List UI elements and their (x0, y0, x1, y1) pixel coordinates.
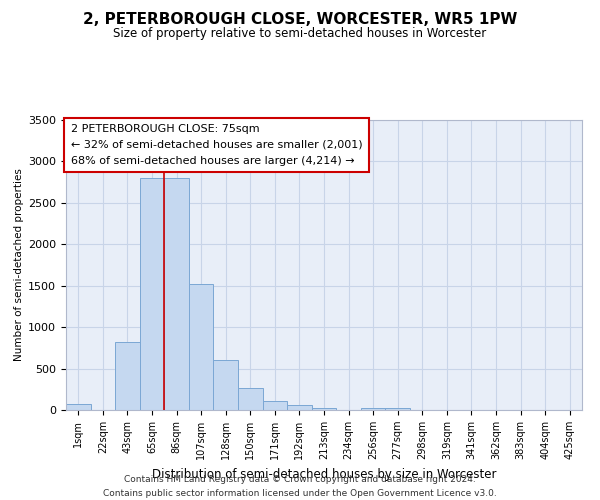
Bar (361, 408, 385, 410)
Y-axis label: Number of semi-detached properties: Number of semi-detached properties (14, 168, 24, 362)
Text: 2 PETERBOROUGH CLOSE: 75sqm
← 32% of semi-detached houses are smaller (2,001)
68: 2 PETERBOROUGH CLOSE: 75sqm ← 32% of sem… (71, 124, 363, 166)
Bar (287, 406, 312, 410)
Bar (140, 178, 164, 410)
X-axis label: Distribution of semi-detached houses by size in Worcester: Distribution of semi-detached houses by … (152, 468, 496, 480)
Text: Size of property relative to semi-detached houses in Worcester: Size of property relative to semi-detach… (113, 28, 487, 40)
Bar (164, 178, 189, 410)
Bar (312, 408, 336, 410)
Bar (238, 388, 263, 410)
Bar (263, 401, 287, 410)
Bar (214, 360, 238, 410)
Bar (189, 284, 214, 410)
Text: 2, PETERBOROUGH CLOSE, WORCESTER, WR5 1PW: 2, PETERBOROUGH CLOSE, WORCESTER, WR5 1P… (83, 12, 517, 28)
Text: Contains HM Land Registry data © Crown copyright and database right 2024.
Contai: Contains HM Land Registry data © Crown c… (103, 476, 497, 498)
Bar (115, 342, 140, 410)
Bar (385, 408, 410, 410)
Bar (66, 404, 91, 410)
